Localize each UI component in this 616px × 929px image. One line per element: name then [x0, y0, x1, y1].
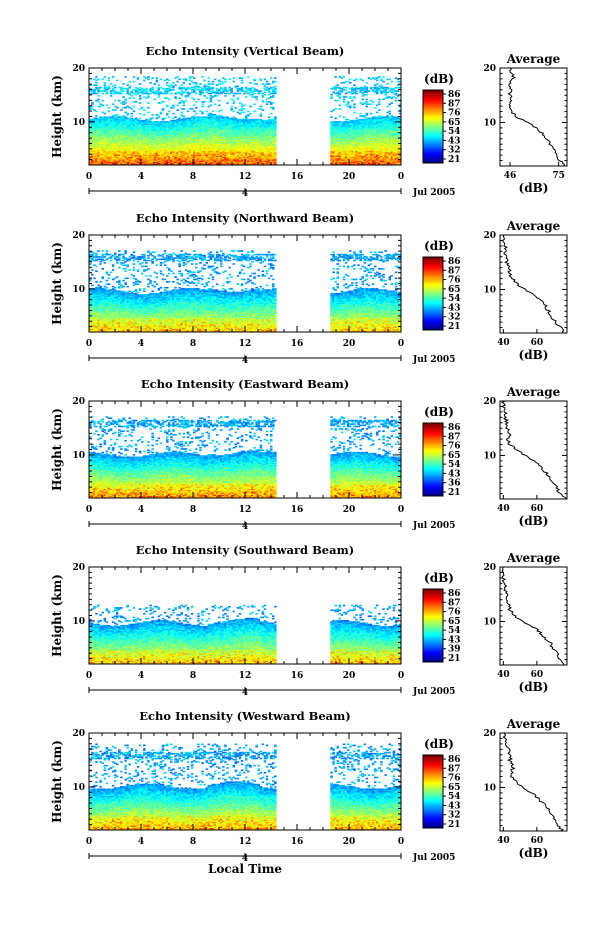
heatmap-cell — [112, 76, 115, 78]
heatmap-cell — [102, 93, 105, 95]
heatmap-cell — [102, 105, 105, 107]
heatmap-cell — [97, 99, 100, 101]
heatmap-cell — [108, 107, 111, 109]
heatmap-cells — [89, 76, 401, 165]
heatmap-cell — [104, 113, 107, 115]
heatmap-cell — [112, 103, 115, 105]
heatmap-cell — [129, 86, 132, 88]
heatmap-cell — [129, 97, 132, 99]
heatmap-cell — [91, 102, 94, 104]
heatmap-cell — [131, 113, 134, 115]
heatmap-cell — [102, 100, 105, 102]
heatmap-cell — [97, 101, 100, 103]
heatmap-cell — [122, 96, 125, 98]
heatmap-cell — [114, 87, 117, 89]
echo-intensity-figure: Echo Intensity (Vertical Beam)0 4 8 12 16 20 0… — [0, 0, 616, 929]
heatmap-cell — [95, 115, 98, 117]
heatmap-cell — [124, 76, 127, 78]
heatmap-cell — [145, 88, 148, 90]
panel-title: Echo Intensity (Vertical Beam) — [146, 44, 345, 58]
heatmap-cell — [110, 95, 113, 97]
heatmap-cell — [143, 80, 146, 82]
heatmap-cell — [126, 113, 128, 115]
heatmap-cell — [97, 95, 100, 97]
heatmap-cell — [116, 114, 119, 116]
heatmap-cell — [95, 82, 98, 84]
heatmap-cell — [114, 84, 117, 86]
heatmap-cell — [131, 108, 134, 110]
heatmap-cell — [108, 80, 111, 82]
heatmap-cell — [131, 115, 134, 117]
heatmap-cell — [106, 92, 109, 94]
heatmap-cell — [116, 107, 119, 109]
heatmap-cell — [114, 100, 117, 102]
heatmap-cell — [133, 97, 136, 99]
heatmap-cell — [137, 77, 140, 79]
heatmap-cell — [122, 83, 125, 85]
heatmap-cell — [143, 109, 146, 111]
heatmap-cell — [114, 109, 117, 111]
heatmap-cell — [139, 118, 142, 120]
heatmap-cell — [139, 102, 142, 104]
heatmap-cell — [110, 83, 113, 85]
heatmap-cell — [108, 86, 111, 88]
heatmap-cell — [102, 79, 105, 81]
heatmap-cell — [139, 83, 142, 85]
heatmap-cell — [129, 81, 132, 83]
heatmap-cell — [133, 81, 136, 83]
heatmap-cell — [95, 111, 98, 113]
heatmap-cell — [141, 107, 144, 109]
heatmap-cell — [108, 111, 111, 113]
heatmap-cell — [104, 84, 107, 86]
heatmap-cell — [133, 76, 136, 78]
heatmap-cell — [122, 90, 125, 92]
heatmap-cell — [104, 76, 107, 78]
heatmap-cell — [120, 93, 123, 95]
heatmap-cell — [116, 80, 119, 82]
heatmap-cell — [120, 109, 123, 111]
heatmap-cell — [139, 95, 142, 97]
heatmap-cell — [135, 101, 138, 103]
heatmap-cell — [106, 105, 109, 107]
panel-0: Echo Intensity (Vertical Beam)0 4 8 12 16 20 0… — [50, 44, 567, 199]
heatmap-cell — [104, 82, 107, 84]
heatmap-cell — [133, 106, 136, 108]
heatmap-cell — [108, 77, 111, 79]
heatmap-cell — [139, 113, 142, 115]
heatmap-cell — [99, 87, 102, 89]
heatmap-cell — [97, 79, 100, 81]
heatmap-cell — [118, 100, 121, 102]
heatmap-cell — [133, 111, 136, 113]
heatmap-cell — [124, 99, 127, 101]
heatmap-cell — [95, 76, 98, 78]
heatmap-cell — [95, 84, 98, 86]
heatmap-cell — [124, 102, 127, 104]
heatmap-cell — [139, 97, 142, 99]
heatmap-cell — [131, 95, 134, 97]
heatmap-cell — [143, 114, 146, 116]
